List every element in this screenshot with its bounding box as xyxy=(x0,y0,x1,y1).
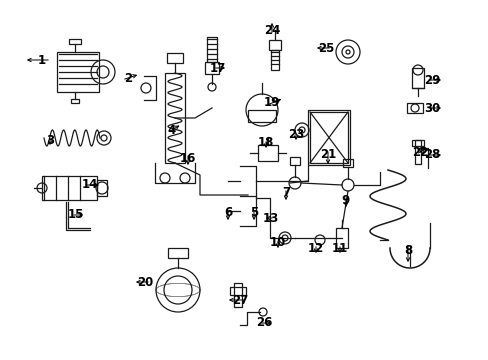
Text: 11: 11 xyxy=(331,242,347,255)
Text: 28: 28 xyxy=(423,148,439,162)
Bar xyxy=(168,248,187,258)
Bar xyxy=(57,52,99,92)
Text: 18: 18 xyxy=(257,136,274,149)
Bar xyxy=(229,287,245,295)
Bar xyxy=(206,37,217,62)
Bar xyxy=(71,99,79,103)
Text: 8: 8 xyxy=(403,243,411,256)
Bar xyxy=(342,159,352,167)
Text: 23: 23 xyxy=(287,129,304,141)
Text: 6: 6 xyxy=(224,207,232,220)
Bar xyxy=(258,145,278,161)
Bar xyxy=(247,110,275,122)
Bar xyxy=(406,103,422,113)
Bar xyxy=(270,50,279,70)
Bar xyxy=(414,140,420,164)
Bar xyxy=(268,40,281,50)
Bar xyxy=(97,180,107,196)
Bar xyxy=(234,283,242,307)
Text: 19: 19 xyxy=(263,96,280,109)
Bar xyxy=(335,228,347,248)
Text: 16: 16 xyxy=(180,152,196,165)
Text: 21: 21 xyxy=(319,148,335,162)
Text: 24: 24 xyxy=(263,23,280,36)
Text: 9: 9 xyxy=(341,194,349,207)
Text: 12: 12 xyxy=(307,242,324,255)
Bar xyxy=(289,157,299,165)
Text: 4: 4 xyxy=(167,123,176,136)
Text: 17: 17 xyxy=(209,62,225,75)
Text: 5: 5 xyxy=(249,207,258,220)
Bar xyxy=(167,53,183,63)
Text: 14: 14 xyxy=(81,179,98,192)
Text: 3: 3 xyxy=(46,134,54,147)
Text: 27: 27 xyxy=(231,293,247,306)
Text: 1: 1 xyxy=(38,54,46,67)
Text: 7: 7 xyxy=(282,186,289,199)
Bar xyxy=(307,110,349,165)
Bar xyxy=(204,62,219,74)
Text: 29: 29 xyxy=(423,73,439,86)
Text: 15: 15 xyxy=(68,208,84,221)
Text: 25: 25 xyxy=(317,41,333,54)
Bar xyxy=(411,140,423,146)
Bar xyxy=(42,176,97,200)
Text: 30: 30 xyxy=(423,102,439,114)
Text: 10: 10 xyxy=(269,237,285,249)
Bar xyxy=(69,39,81,44)
Bar xyxy=(309,112,347,163)
Text: 22: 22 xyxy=(411,145,427,158)
Text: 13: 13 xyxy=(263,211,279,225)
Bar xyxy=(164,73,184,163)
Bar xyxy=(411,68,423,88)
Text: 26: 26 xyxy=(255,316,272,329)
Text: 20: 20 xyxy=(137,275,153,288)
Text: 2: 2 xyxy=(123,72,132,85)
